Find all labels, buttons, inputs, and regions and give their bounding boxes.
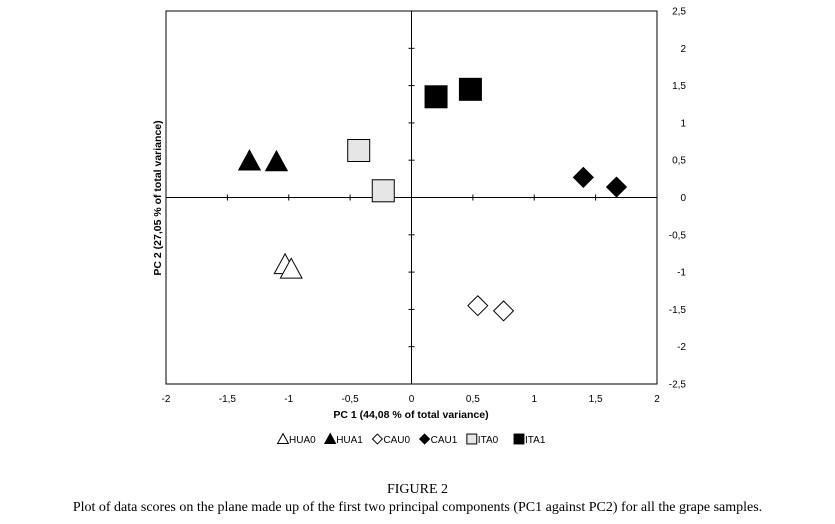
y-tick-label: -1 [677,268,686,279]
y-tick-label: -0,5 [669,230,687,241]
figure-caption: Plot of data scores on the plane made up… [72,500,763,515]
legend-label: CAU0 [383,435,410,446]
data-point-ita1 [458,77,482,101]
x-tick-label: -1,5 [219,394,237,405]
data-point-hua1 [264,149,289,172]
x-tick-label: -2 [162,394,171,405]
y-tick-label: 1,5 [672,81,686,92]
legend-item-cau1: CAU1 [418,433,458,446]
legend-label: ITA0 [478,435,499,446]
y-tick-label: 0 [680,193,686,204]
legend-item-ita1: ITA1 [513,433,546,446]
y-tick-label: 2,5 [672,7,686,18]
data-point-cau0 [492,300,515,322]
legend-swatch-ita1 [513,433,525,445]
legend-label: HUA0 [289,435,316,446]
y-tick-label: 2 [680,44,686,55]
y-tick-label: -1,5 [669,305,687,316]
legend-swatch-ita0 [466,433,478,445]
legend-swatch-cau0 [371,433,384,445]
x-tick-label: 0,5 [466,394,480,405]
x-axis-title: PC 1 (44,08 % of total variance) [333,409,488,421]
data-point-ita0 [371,179,395,203]
legend-label: HUA1 [336,435,363,446]
legend-swatch-hua0 [276,432,290,444]
axes-layer [165,10,658,385]
data-point-ita1 [424,85,448,109]
legend-item-hua0: HUA0 [276,432,316,446]
y-axis-title: PC 2 (27,05 % of total variance) [152,120,164,275]
legend-item-hua1: HUA1 [323,432,363,446]
y-tick-label: -2 [677,342,686,353]
legend-label: CAU1 [431,435,458,446]
pca-scatter-chart: -2 -1,5 -1 -0,5 0 0,5 1 1,5 2 2,5 2 1,5 1 0,5 0 -0,5 -1 -… [152,7,687,447]
figure-label: FIGURE 2 [386,482,449,497]
x-tick-label: 0 [409,394,415,405]
legend-label: ITA1 [525,435,546,446]
data-point-hua0 [279,257,303,279]
x-tick-label: 2 [654,394,660,405]
x-tick-label: -0,5 [342,394,360,405]
legend: HUA0 HUA1 CAU0 CAU1 ITA0 ITA1 [276,432,546,446]
data-point-hua1 [237,149,262,171]
y-tick-label: -2,5 [669,380,687,391]
data-point-cau1 [572,166,594,188]
legend-item-ita0: ITA0 [466,433,499,446]
y-tick-label: 0,5 [672,156,686,167]
tick-labels: -2 -1,5 -1 -0,5 0 0,5 1 1,5 2 2,5 2 1,5 1 0,5 0 -0,5 -1 -… [162,7,687,406]
x-tick-label: 1 [531,394,537,405]
legend-swatch-hua1 [323,432,337,444]
y-tick-label: 1 [680,118,686,129]
x-tick-label: 1,5 [589,394,603,405]
legend-swatch-cau1 [418,433,431,445]
legend-item-cau0: CAU0 [371,433,411,446]
x-tick-label: -1 [284,394,293,405]
data-point-ita0 [347,139,371,163]
data-point-cau1 [605,176,628,198]
data-point-cau0 [467,295,489,317]
data-points [237,77,628,322]
